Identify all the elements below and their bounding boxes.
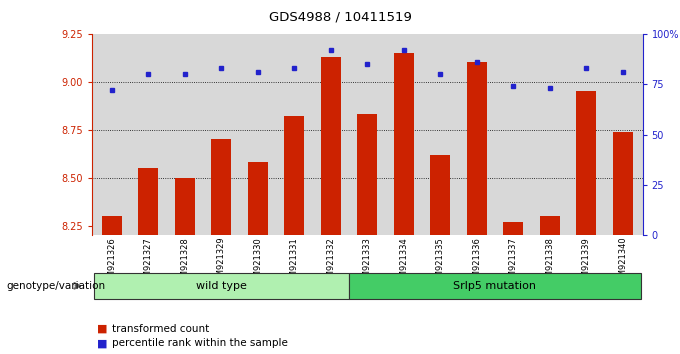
- Bar: [321, 57, 341, 235]
- FancyBboxPatch shape: [349, 273, 641, 299]
- Text: wild type: wild type: [196, 281, 247, 291]
- Text: percentile rank within the sample: percentile rank within the sample: [112, 338, 288, 348]
- Text: Srlp5 mutation: Srlp5 mutation: [454, 281, 537, 291]
- Bar: [138, 168, 158, 235]
- Bar: [466, 62, 487, 235]
- Bar: [175, 178, 195, 235]
- Text: GDS4988 / 10411519: GDS4988 / 10411519: [269, 11, 411, 24]
- Bar: [539, 216, 560, 235]
- Bar: [394, 53, 413, 235]
- Text: transformed count: transformed count: [112, 324, 209, 333]
- Bar: [248, 162, 268, 235]
- Bar: [503, 222, 523, 235]
- Bar: [211, 139, 231, 235]
- FancyBboxPatch shape: [94, 273, 349, 299]
- Text: ■: ■: [97, 338, 107, 348]
- Bar: [284, 116, 304, 235]
- Bar: [357, 114, 377, 235]
- Bar: [102, 216, 122, 235]
- Text: genotype/variation: genotype/variation: [7, 281, 106, 291]
- Text: ■: ■: [97, 324, 107, 333]
- Bar: [430, 155, 450, 235]
- Bar: [576, 91, 596, 235]
- Bar: [613, 132, 632, 235]
